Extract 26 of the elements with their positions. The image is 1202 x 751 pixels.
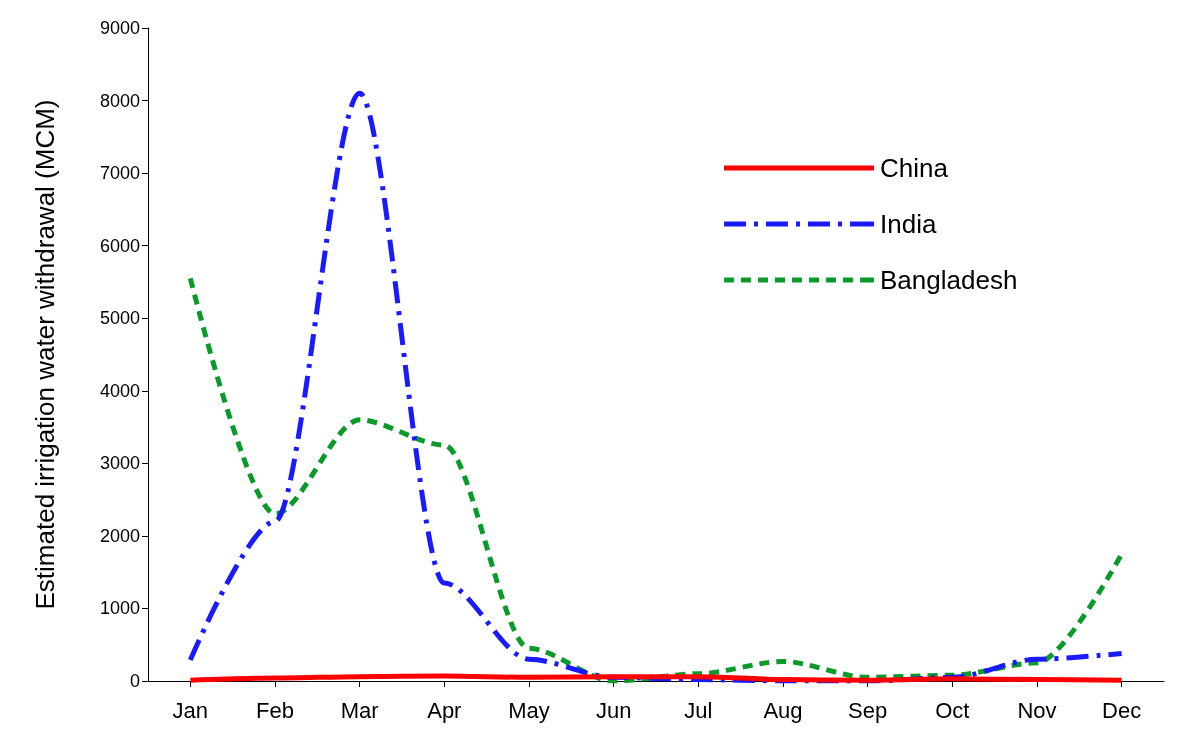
legend-label: India <box>880 209 937 239</box>
y-tick-label: 9000 <box>99 18 140 38</box>
y-tick-label: 4000 <box>99 380 140 401</box>
y-tick-label: 5000 <box>99 308 140 329</box>
x-tick-label: Jul <box>684 697 713 723</box>
y-tick-label: 0 <box>129 671 140 691</box>
x-tick-label: Oct <box>935 697 970 723</box>
y-tick-label: 3000 <box>99 453 140 474</box>
legend-label: Bangladesh <box>880 265 1018 295</box>
y-axis-title: Estimated irrigation water withdrawal (MCM) <box>30 99 60 610</box>
x-tick-label: Feb <box>256 697 294 723</box>
x-tick-label: Nov <box>1017 697 1057 723</box>
x-tick-label: Jan <box>172 697 209 723</box>
y-tick-label: 1000 <box>99 598 140 619</box>
y-tick-label: 2000 <box>99 525 140 546</box>
x-tick-label: May <box>508 697 550 723</box>
x-tick-label: Sep <box>848 697 888 723</box>
x-tick-label: Jun <box>595 697 632 723</box>
x-tick-label: Dec <box>1102 697 1142 723</box>
x-tick-label: Apr <box>427 697 462 723</box>
y-tick-label: 6000 <box>99 235 140 256</box>
x-tick-label: Mar <box>340 697 379 723</box>
x-tick-label: Aug <box>763 697 803 723</box>
legend-label: China <box>880 153 949 183</box>
y-tick-label: 8000 <box>99 90 140 111</box>
y-tick-label: 7000 <box>99 163 140 184</box>
